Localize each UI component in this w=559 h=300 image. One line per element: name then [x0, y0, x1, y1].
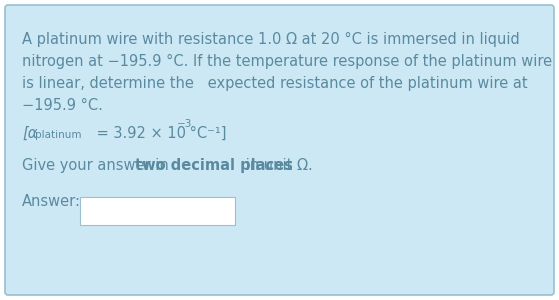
FancyBboxPatch shape [5, 5, 554, 295]
Text: = 3.92 × 10: = 3.92 × 10 [92, 126, 186, 141]
Text: °C⁻¹]: °C⁻¹] [185, 126, 226, 141]
Text: −195.9 °C.: −195.9 °C. [22, 98, 103, 113]
Text: nitrogen at −195.9 °C. If the temperature response of the platinum wire: nitrogen at −195.9 °C. If the temperatur… [22, 54, 552, 69]
FancyBboxPatch shape [80, 197, 235, 225]
Text: in unit Ω.: in unit Ω. [241, 158, 312, 173]
Text: Answer:: Answer: [22, 194, 81, 209]
Text: is linear, determine the   expected resistance of the platinum wire at: is linear, determine the expected resist… [22, 76, 528, 91]
Text: −3: −3 [177, 119, 192, 129]
Text: two decimal places: two decimal places [135, 158, 293, 173]
Text: platinum: platinum [35, 130, 82, 140]
Text: Give your answer in: Give your answer in [22, 158, 173, 173]
Text: [α: [α [22, 126, 37, 141]
Text: A platinum wire with resistance 1.0 Ω at 20 °C is immersed in liquid: A platinum wire with resistance 1.0 Ω at… [22, 32, 520, 47]
